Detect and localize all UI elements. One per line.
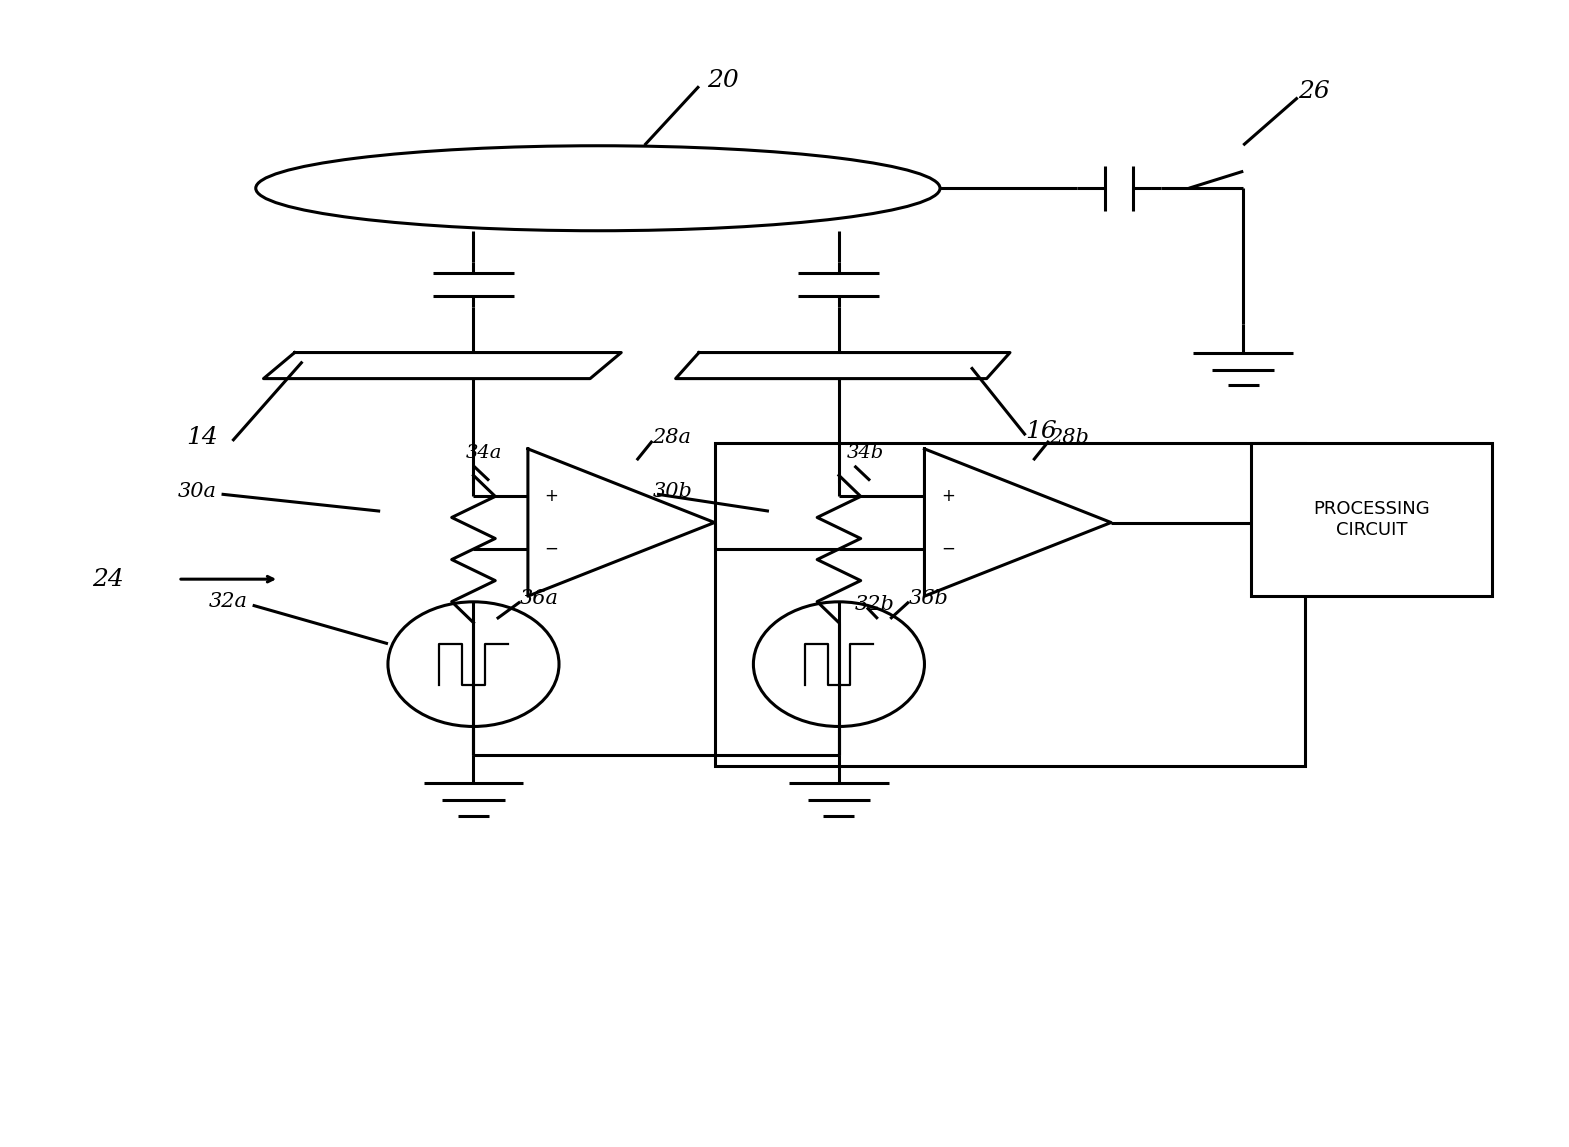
Bar [714,443,1305,766]
Text: 28a: 28a [653,428,692,447]
Polygon shape [264,352,621,379]
Ellipse shape [256,146,940,231]
Text: 34b: 34b [847,444,883,462]
Text: 34a: 34a [466,444,502,462]
Text: 20: 20 [706,69,739,92]
Text: −: − [941,540,954,559]
Text: +: + [544,487,559,505]
Text: 30b: 30b [653,483,692,501]
Text: PROCESSING
CIRCUIT: PROCESSING CIRCUIT [1313,500,1429,539]
Text: 32a: 32a [209,592,248,611]
Text: −: − [544,540,559,559]
Text: 30a: 30a [177,483,217,501]
Text: +: + [941,487,954,505]
Text: 14: 14 [185,426,218,448]
Text: 36a: 36a [521,588,559,608]
Text: 16: 16 [1026,420,1058,444]
Text: 36b: 36b [908,588,949,608]
Polygon shape [676,352,1010,379]
Bar [1250,443,1492,596]
Text: 32b: 32b [855,594,894,614]
Text: 24: 24 [93,568,124,591]
Text: 26: 26 [1298,80,1329,103]
Text: 28b: 28b [1048,428,1089,447]
